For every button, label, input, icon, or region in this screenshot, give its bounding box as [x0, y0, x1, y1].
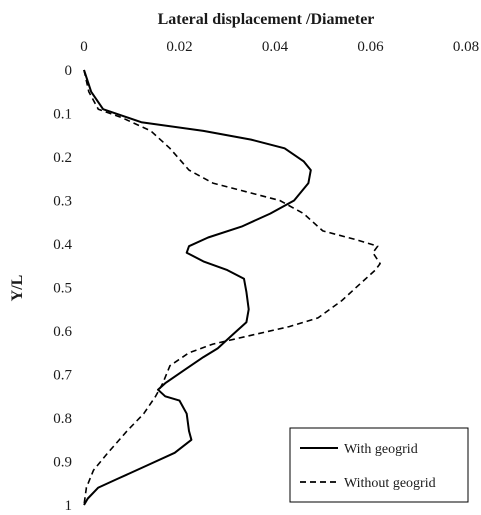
y-tick-label: 0.2 — [53, 150, 72, 166]
x-tick-label: 0.06 — [357, 39, 384, 55]
y-tick-label: 0 — [65, 63, 73, 79]
x-tick-label: 0.08 — [453, 39, 479, 55]
x-tick-label: 0 — [80, 39, 88, 55]
legend-label-without-geogrid: Without geogrid — [344, 476, 436, 491]
y-tick-label: 0.3 — [53, 194, 72, 210]
x-tick-label: 0.02 — [166, 39, 192, 55]
legend-box — [289, 427, 469, 503]
y-tick-label: 1 — [65, 498, 73, 514]
y-tick-label: 0.8 — [53, 411, 72, 427]
y-tick-label: 0.4 — [53, 237, 72, 253]
y-tick-label: 0.6 — [53, 324, 72, 340]
x-tick-label: 0.04 — [262, 39, 289, 55]
legend-label-with-geogrid: With geogrid — [344, 442, 418, 457]
y-tick-label: 0.1 — [53, 107, 72, 123]
y-tick-label: 0.5 — [53, 281, 72, 297]
series-line-with-geogrid — [83, 69, 312, 506]
y-tick-label: 0.7 — [53, 368, 72, 384]
tick-layer: 0 0.02 0.04 0.06 0.08 0 0.1 0.2 0.3 0.4 0.5 0.6 0.7 0… — [53, 39, 479, 514]
y-tick-label: 0.9 — [53, 455, 72, 471]
y-axis-title: Y/L — [9, 275, 26, 302]
series-line-without-geogrid — [83, 69, 381, 506]
x-axis-title: Lateral displacement /Diameter — [158, 11, 375, 28]
legend: With geogrid Without geogrid — [289, 427, 469, 503]
series-layer — [83, 69, 381, 506]
